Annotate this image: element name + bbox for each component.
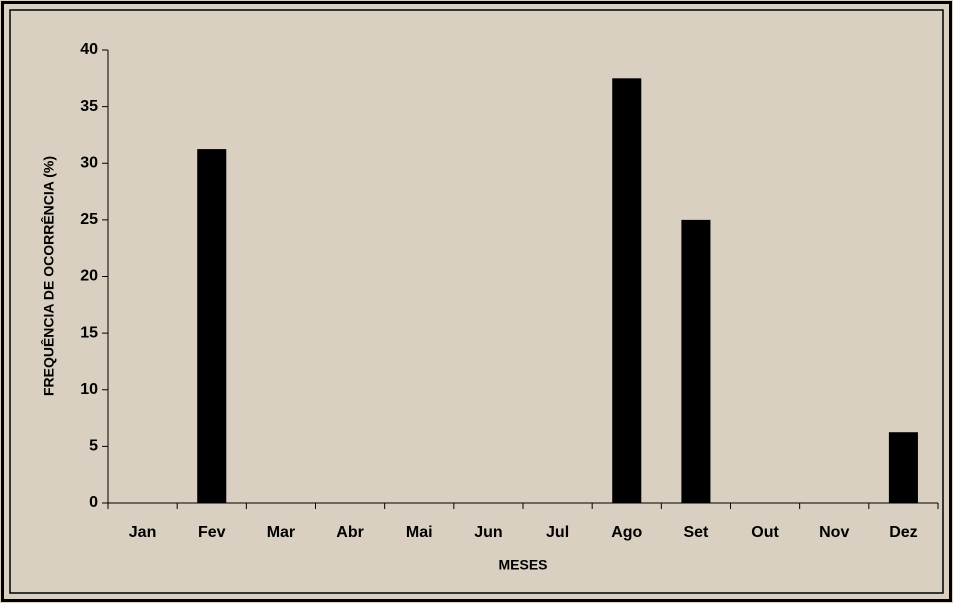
bar (888, 432, 918, 503)
x-tick-label: Abr (336, 524, 364, 541)
bar (681, 219, 711, 503)
y-tick-label: 5 (89, 438, 98, 455)
y-tick-label: 15 (80, 324, 98, 341)
inner-border (9, 9, 944, 594)
x-tick-label: Jan (129, 524, 157, 541)
x-tick-label: Mar (267, 524, 295, 541)
x-tick-label: Dez (889, 524, 917, 541)
x-tick-label: Nov (819, 524, 849, 541)
y-tick-label: 0 (89, 494, 98, 511)
bar (612, 78, 642, 503)
x-tick-label: Fev (198, 524, 226, 541)
x-tick-label: Ago (611, 524, 642, 541)
x-axis-title: MESES (498, 557, 547, 573)
x-tick-label: Mai (406, 524, 433, 541)
x-tick-label: Set (683, 524, 709, 541)
x-tick-label: Out (751, 524, 779, 541)
x-tick-label: Jul (546, 524, 569, 541)
y-axis-title: FREQUÊNCIA DE OCORRÊNCIA (%) (40, 156, 57, 396)
y-tick-label: 20 (80, 268, 98, 285)
y-tick-label: 35 (80, 98, 98, 115)
y-tick-label: 30 (80, 154, 98, 171)
bar (197, 149, 227, 503)
y-tick-label: 25 (80, 211, 98, 228)
y-tick-label: 10 (80, 381, 98, 398)
x-tick-label: Jun (474, 524, 502, 541)
y-tick-label: 40 (80, 41, 98, 58)
